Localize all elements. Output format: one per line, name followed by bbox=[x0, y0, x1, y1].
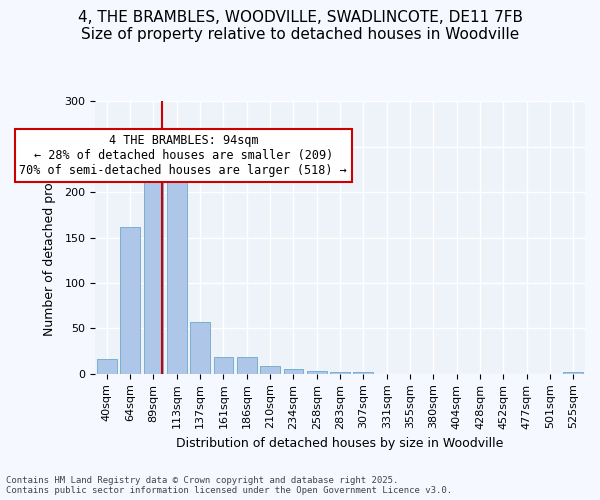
Bar bbox=[330, 372, 350, 374]
Bar bbox=[143, 152, 163, 374]
Bar bbox=[307, 371, 326, 374]
Bar bbox=[120, 226, 140, 374]
Bar bbox=[214, 358, 233, 374]
Bar bbox=[97, 360, 117, 374]
Text: Contains HM Land Registry data © Crown copyright and database right 2025.
Contai: Contains HM Land Registry data © Crown c… bbox=[6, 476, 452, 495]
Bar bbox=[190, 322, 210, 374]
Bar bbox=[284, 370, 304, 374]
Bar bbox=[167, 172, 187, 374]
Text: 4, THE BRAMBLES, WOODVILLE, SWADLINCOTE, DE11 7FB
Size of property relative to d: 4, THE BRAMBLES, WOODVILLE, SWADLINCOTE,… bbox=[77, 10, 523, 42]
Bar bbox=[237, 358, 257, 374]
X-axis label: Distribution of detached houses by size in Woodville: Distribution of detached houses by size … bbox=[176, 437, 504, 450]
Y-axis label: Number of detached properties: Number of detached properties bbox=[43, 139, 56, 336]
Text: 4 THE BRAMBLES: 94sqm
← 28% of detached houses are smaller (209)
70% of semi-det: 4 THE BRAMBLES: 94sqm ← 28% of detached … bbox=[19, 134, 347, 177]
Bar bbox=[353, 372, 373, 374]
Bar bbox=[260, 366, 280, 374]
Bar bbox=[563, 372, 583, 374]
